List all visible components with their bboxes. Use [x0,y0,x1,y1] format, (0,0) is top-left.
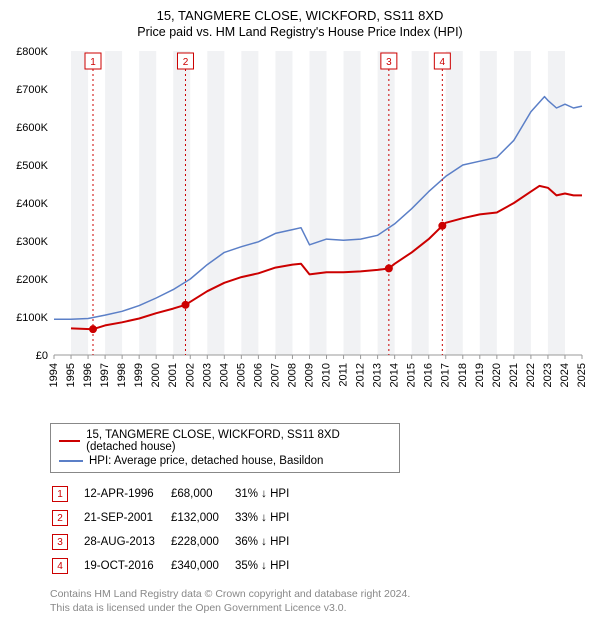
legend-item: 15, TANGMERE CLOSE, WICKFORD, SS11 8XD (… [59,428,391,454]
footer-line: This data is licensed under the Open Gov… [50,601,586,615]
svg-text:2008: 2008 [286,363,298,387]
sale-marker-icon: 1 [52,486,68,502]
svg-text:£300K: £300K [16,236,48,248]
svg-text:£200K: £200K [16,274,48,286]
sale-marker-icon: 3 [52,534,68,550]
sale-diff: 33% ↓ HPI [235,507,303,529]
svg-text:£500K: £500K [16,160,48,172]
legend-label: HPI: Average price, detached house, Basi… [89,455,323,467]
svg-text:2009: 2009 [303,363,315,387]
legend-item: HPI: Average price, detached house, Basi… [59,454,391,468]
svg-text:4: 4 [440,57,446,68]
svg-text:2007: 2007 [269,363,281,387]
svg-text:£400K: £400K [16,198,48,210]
svg-text:1997: 1997 [99,363,111,387]
svg-text:2013: 2013 [372,363,384,387]
legend: 15, TANGMERE CLOSE, WICKFORD, SS11 8XD (… [50,423,400,473]
svg-text:1995: 1995 [65,363,77,387]
svg-text:2014: 2014 [389,363,401,387]
svg-text:1998: 1998 [116,363,128,387]
sale-diff: 35% ↓ HPI [235,555,303,577]
svg-text:£0: £0 [36,350,48,362]
svg-text:2024: 2024 [559,363,571,387]
svg-text:2: 2 [183,57,189,68]
sale-price: £68,000 [171,483,233,505]
sale-date: 19-OCT-2016 [84,555,169,577]
legend-swatch [59,440,80,442]
table-row: 1 12-APR-1996£68,00031% ↓ HPI [52,483,303,505]
sale-diff: 31% ↓ HPI [235,483,303,505]
svg-text:2020: 2020 [491,363,503,387]
svg-text:2005: 2005 [235,363,247,387]
svg-text:£100K: £100K [16,312,48,324]
svg-text:1994: 1994 [48,363,60,387]
svg-text:1996: 1996 [82,363,94,387]
sale-marker-icon: 4 [52,558,68,574]
table-row: 4 19-OCT-2016£340,00035% ↓ HPI [52,555,303,577]
sale-marker-icon: 2 [52,510,68,526]
svg-text:2016: 2016 [423,363,435,387]
svg-text:2000: 2000 [150,363,162,387]
svg-text:2025: 2025 [576,363,588,387]
sale-price: £132,000 [171,507,233,529]
sale-date: 21-SEP-2001 [84,507,169,529]
svg-text:2015: 2015 [406,363,418,387]
page-subtitle: Price paid vs. HM Land Registry's House … [6,25,594,39]
sale-price: £340,000 [171,555,233,577]
sale-date: 12-APR-1996 [84,483,169,505]
svg-text:2001: 2001 [167,363,179,387]
legend-label: 15, TANGMERE CLOSE, WICKFORD, SS11 8XD (… [86,429,391,453]
sale-price: £228,000 [171,531,233,553]
svg-text:2003: 2003 [201,363,213,387]
svg-text:2002: 2002 [184,363,196,387]
legend-swatch [59,460,83,462]
svg-text:2004: 2004 [218,363,230,387]
svg-text:1: 1 [90,57,96,68]
price-chart: £0 £100K £200K £300K £400K £500K £600K £700K £80… [6,45,594,415]
svg-text:2023: 2023 [542,363,554,387]
sales-table: 1 12-APR-1996£68,00031% ↓ HPI 2 21-SEP-2001… [50,481,305,579]
table-row: 3 28-AUG-2013£228,00036% ↓ HPI [52,531,303,553]
sale-date: 28-AUG-2013 [84,531,169,553]
svg-text:2019: 2019 [474,363,486,387]
svg-text:2017: 2017 [440,363,452,387]
svg-text:2018: 2018 [457,363,469,387]
table-row: 2 21-SEP-2001£132,00033% ↓ HPI [52,507,303,529]
svg-text:2012: 2012 [355,363,367,387]
svg-text:2022: 2022 [525,363,537,387]
svg-text:3: 3 [386,57,392,68]
footer-line: Contains HM Land Registry data © Crown c… [50,587,586,601]
svg-text:£600K: £600K [16,122,48,134]
svg-text:1999: 1999 [133,363,145,387]
page-title: 15, TANGMERE CLOSE, WICKFORD, SS11 8XD [6,8,594,23]
svg-text:£700K: £700K [16,84,48,96]
sale-diff: 36% ↓ HPI [235,531,303,553]
svg-text:2006: 2006 [252,363,264,387]
footer: Contains HM Land Registry data © Crown c… [50,587,586,615]
svg-text:£800K: £800K [16,46,48,58]
svg-text:2011: 2011 [338,363,350,387]
svg-text:2010: 2010 [321,363,333,387]
svg-text:2021: 2021 [508,363,520,387]
